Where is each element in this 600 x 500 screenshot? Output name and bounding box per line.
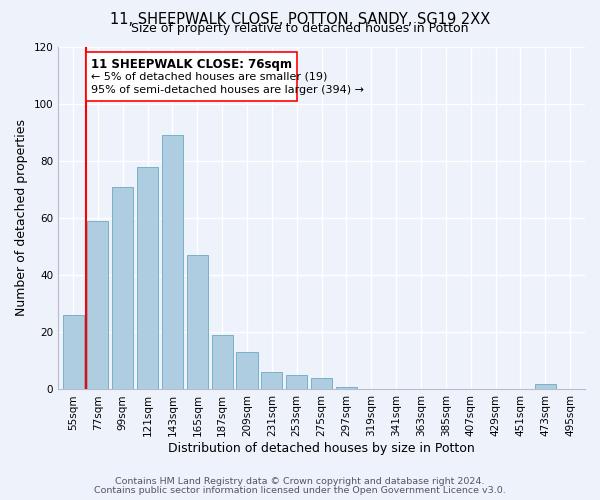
Text: Size of property relative to detached houses in Potton: Size of property relative to detached ho… [131, 22, 469, 35]
Bar [162, 135, 183, 390]
Bar [137, 166, 158, 390]
Bar [535, 384, 556, 390]
Bar [212, 335, 233, 390]
Bar [286, 375, 307, 390]
Bar [336, 386, 357, 390]
Bar [311, 378, 332, 390]
FancyBboxPatch shape [86, 52, 297, 101]
Y-axis label: Number of detached properties: Number of detached properties [15, 120, 28, 316]
Bar [112, 186, 133, 390]
Text: 11 SHEEPWALK CLOSE: 76sqm: 11 SHEEPWALK CLOSE: 76sqm [91, 58, 292, 71]
Bar [262, 372, 283, 390]
Bar [62, 315, 83, 390]
Text: 95% of semi-detached houses are larger (394) →: 95% of semi-detached houses are larger (… [91, 85, 364, 95]
Bar [236, 352, 257, 390]
X-axis label: Distribution of detached houses by size in Potton: Distribution of detached houses by size … [168, 442, 475, 455]
Bar [187, 255, 208, 390]
Text: Contains HM Land Registry data © Crown copyright and database right 2024.: Contains HM Land Registry data © Crown c… [115, 478, 485, 486]
Text: Contains public sector information licensed under the Open Government Licence v3: Contains public sector information licen… [94, 486, 506, 495]
Text: ← 5% of detached houses are smaller (19): ← 5% of detached houses are smaller (19) [91, 72, 328, 82]
Text: 11, SHEEPWALK CLOSE, POTTON, SANDY, SG19 2XX: 11, SHEEPWALK CLOSE, POTTON, SANDY, SG19… [110, 12, 490, 28]
Bar [88, 221, 109, 390]
